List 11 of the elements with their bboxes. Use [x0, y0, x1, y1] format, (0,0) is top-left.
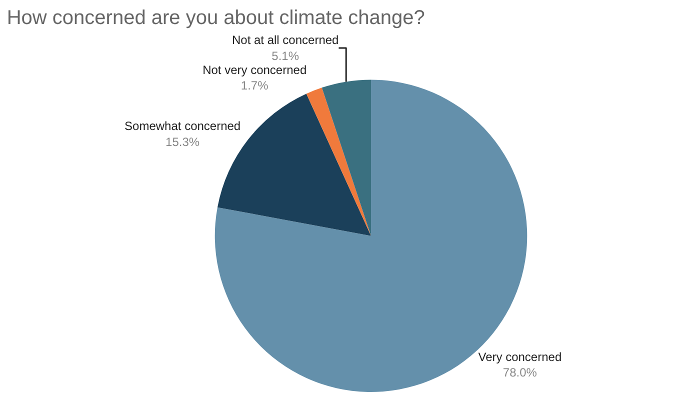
data-label: 1.7%: [240, 78, 269, 92]
pie-slice: [322, 80, 371, 236]
data-label: 15.3%: [166, 134, 200, 149]
slice-label: Not at all concerned: [232, 33, 339, 48]
data-label: 5.1%: [272, 48, 300, 63]
chart-title: How concerned are you about climate change?: [6, 7, 425, 30]
slice-label: Somewhat concerned: [124, 119, 241, 134]
slice-label: Not very concerned: [202, 62, 307, 77]
data-label: 78.0%: [502, 365, 538, 380]
slice-label: Very concerned: [478, 350, 562, 364]
pie-slice: [306, 88, 371, 236]
